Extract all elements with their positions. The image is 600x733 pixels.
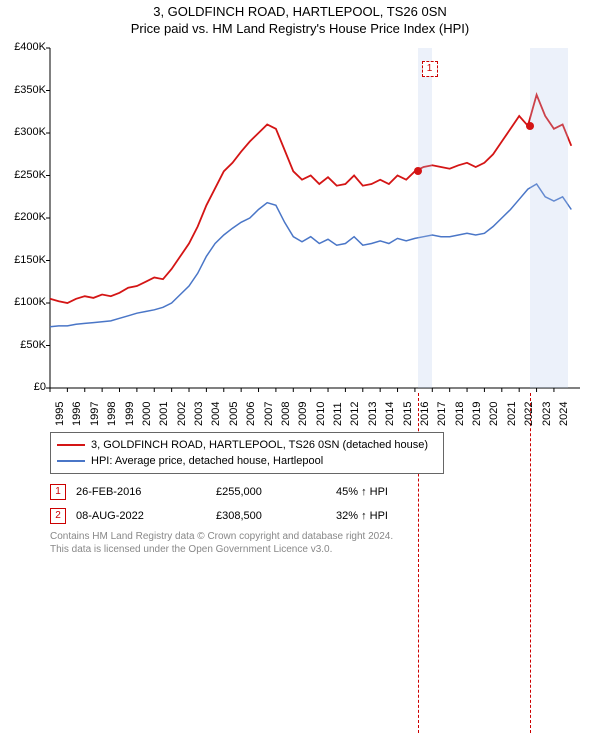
legend-item: 3, GOLDFINCH ROAD, HARTLEPOOL, TS26 0SN … [57, 437, 437, 453]
table-row: 2 08-AUG-2022 £308,500 32% ↑ HPI [50, 504, 570, 528]
sales-table: 1 26-FEB-2016 £255,000 45% ↑ HPI 2 08-AU… [50, 480, 570, 528]
sale-marker-box: 2 [50, 508, 66, 524]
chart-title: 3, GOLDFINCH ROAD, HARTLEPOOL, TS26 0SN [0, 0, 600, 21]
sale-pct: 32% ↑ HPI [336, 510, 446, 522]
attribution-line: Contains HM Land Registry data © Crown c… [50, 531, 393, 542]
plot-area: 12 [50, 48, 580, 388]
sale-price: £308,500 [216, 510, 326, 522]
sale-price: £255,000 [216, 486, 326, 498]
x-axis-labels: 1995199619971998199920002001200220032004… [50, 392, 580, 434]
legend-swatch [57, 444, 85, 446]
attribution-line: This data is licensed under the Open Gov… [50, 544, 332, 555]
sale-marker-box: 1 [50, 484, 66, 500]
legend-label: 3, GOLDFINCH ROAD, HARTLEPOOL, TS26 0SN … [91, 439, 428, 451]
legend-box: 3, GOLDFINCH ROAD, HARTLEPOOL, TS26 0SN … [50, 432, 444, 474]
legend-item: HPI: Average price, detached house, Hart… [57, 453, 437, 469]
legend-swatch [57, 460, 85, 462]
attribution-text: Contains HM Land Registry data © Crown c… [50, 530, 580, 556]
chart-container: 3, GOLDFINCH ROAD, HARTLEPOOL, TS26 0SN … [0, 0, 600, 560]
sale-date: 26-FEB-2016 [76, 486, 206, 498]
legend-label: HPI: Average price, detached house, Hart… [91, 455, 323, 467]
sale-pct: 45% ↑ HPI [336, 486, 446, 498]
chart-subtitle: Price paid vs. HM Land Registry's House … [0, 21, 600, 44]
sale-date: 08-AUG-2022 [76, 510, 206, 522]
chart-svg [50, 48, 580, 388]
table-row: 1 26-FEB-2016 £255,000 45% ↑ HPI [50, 480, 570, 504]
